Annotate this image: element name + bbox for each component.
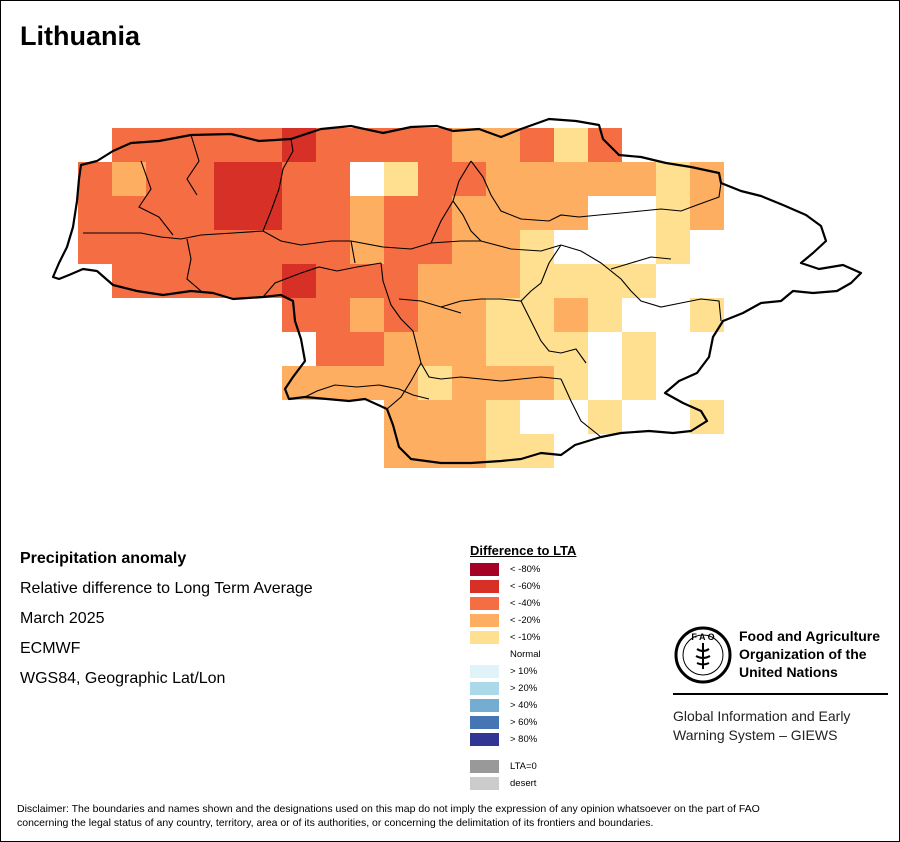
legend-label: > 60% — [510, 717, 537, 728]
legend-swatch — [470, 614, 499, 627]
legend-item: > 60% — [470, 714, 576, 731]
legend-label: < -60% — [510, 581, 540, 592]
legend-swatch — [470, 699, 499, 712]
legend-title: Difference to LTA — [470, 543, 576, 558]
giews-line: Warning System – GIEWS — [673, 726, 893, 745]
disclaimer-line: Disclaimer: The boundaries and names sho… — [17, 802, 887, 816]
map-title: Lithuania — [20, 21, 140, 52]
map-info: Precipitation anomaly Relative differenc… — [20, 549, 313, 699]
legend-swatch — [470, 760, 499, 773]
fao-org-line: United Nations — [739, 663, 899, 681]
legend-item: < -60% — [470, 578, 576, 595]
legend-item: < -80% — [470, 561, 576, 578]
legend-label: > 10% — [510, 666, 537, 677]
legend-item: < -10% — [470, 629, 576, 646]
giews-line: Global Information and Early — [673, 707, 893, 726]
legend: Difference to LTA < -80% < -60% < -40% <… — [470, 543, 576, 792]
legend-swatch — [470, 716, 499, 729]
disclaimer: Disclaimer: The boundaries and names sho… — [17, 802, 887, 830]
info-period: March 2025 — [20, 609, 313, 639]
fao-organization-name: Food and Agriculture Organization of the… — [739, 627, 899, 681]
anomaly-map — [1, 1, 899, 541]
legend-swatch — [470, 631, 499, 644]
fao-logo-icon: F A O — [673, 625, 733, 685]
legend-swatch — [470, 597, 499, 610]
disclaimer-line: concerning the legal status of any count… — [17, 816, 887, 830]
info-subtitle: Relative difference to Long Term Average — [20, 579, 313, 609]
legend-item: Normal — [470, 646, 576, 663]
legend-label: > 40% — [510, 700, 537, 711]
legend-label: Normal — [510, 649, 541, 660]
legend-item: > 80% — [470, 731, 576, 748]
fao-org-line: Food and Agriculture — [739, 627, 899, 645]
legend-swatch — [470, 648, 499, 661]
legend-swatch — [470, 733, 499, 746]
legend-item: < -40% — [470, 595, 576, 612]
divider — [673, 693, 888, 695]
legend-item: > 10% — [470, 663, 576, 680]
legend-label: > 80% — [510, 734, 537, 745]
legend-item: desert — [470, 775, 576, 792]
anomaly-grid — [78, 128, 724, 468]
legend-label: < -80% — [510, 564, 540, 575]
legend-label: < -40% — [510, 598, 540, 609]
legend-label: LTA=0 — [510, 761, 537, 772]
svg-text:F A O: F A O — [691, 632, 714, 642]
legend-swatch — [470, 682, 499, 695]
info-source: ECMWF — [20, 639, 313, 669]
legend-item: LTA=0 — [470, 758, 576, 775]
legend-swatch — [470, 580, 499, 593]
info-heading: Precipitation anomaly — [20, 549, 313, 579]
legend-swatch — [470, 563, 499, 576]
legend-label: < -10% — [510, 632, 540, 643]
fao-org-line: Organization of the — [739, 645, 899, 663]
legend-swatch — [470, 665, 499, 678]
legend-item: > 40% — [470, 697, 576, 714]
info-projection: WGS84, Geographic Lat/Lon — [20, 669, 313, 699]
giews-name: Global Information and Early Warning Sys… — [673, 707, 893, 745]
legend-item: < -20% — [470, 612, 576, 629]
legend-label: desert — [510, 778, 536, 789]
legend-swatch — [470, 777, 499, 790]
legend-item: > 20% — [470, 680, 576, 697]
legend-label: < -20% — [510, 615, 540, 626]
legend-label: > 20% — [510, 683, 537, 694]
